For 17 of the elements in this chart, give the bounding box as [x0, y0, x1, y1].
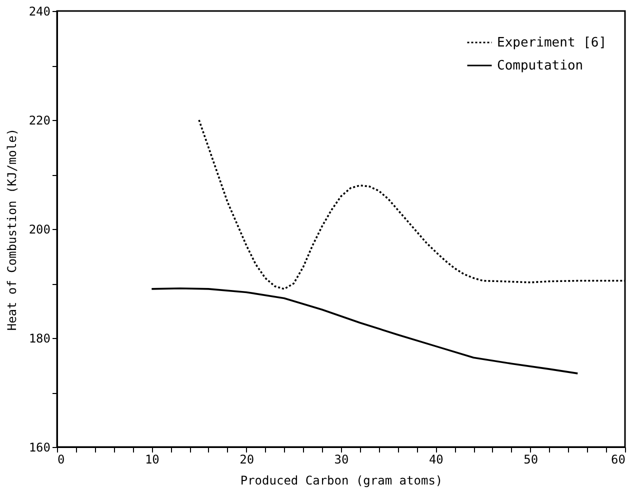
line-series — [150, 288, 579, 374]
y-tick-label: 160 — [28, 440, 50, 454]
x-tick-label: 0 — [58, 452, 65, 466]
y-tick-label: 240 — [28, 4, 50, 18]
x-tick-label: 10 — [144, 452, 160, 466]
y-tick-label: 200 — [28, 222, 50, 236]
x-tick-label: 30 — [334, 452, 349, 466]
legend-label: Computation — [497, 58, 584, 74]
legend-label: Experiment [6] — [497, 36, 607, 50]
x-tick-label: 60 — [611, 452, 626, 466]
x-tick-label: 20 — [240, 452, 254, 466]
x-tick-label: 50 — [524, 452, 538, 466]
y-tick-label: 220 — [28, 114, 50, 128]
y-tick-label: 180 — [28, 332, 50, 346]
x-axis-title: Produced Carbon (gram atoms) — [240, 474, 443, 488]
x-tick-label: 40 — [428, 452, 444, 466]
y-axis-title: Heat of Combustion (KJ/mole) — [4, 128, 19, 331]
